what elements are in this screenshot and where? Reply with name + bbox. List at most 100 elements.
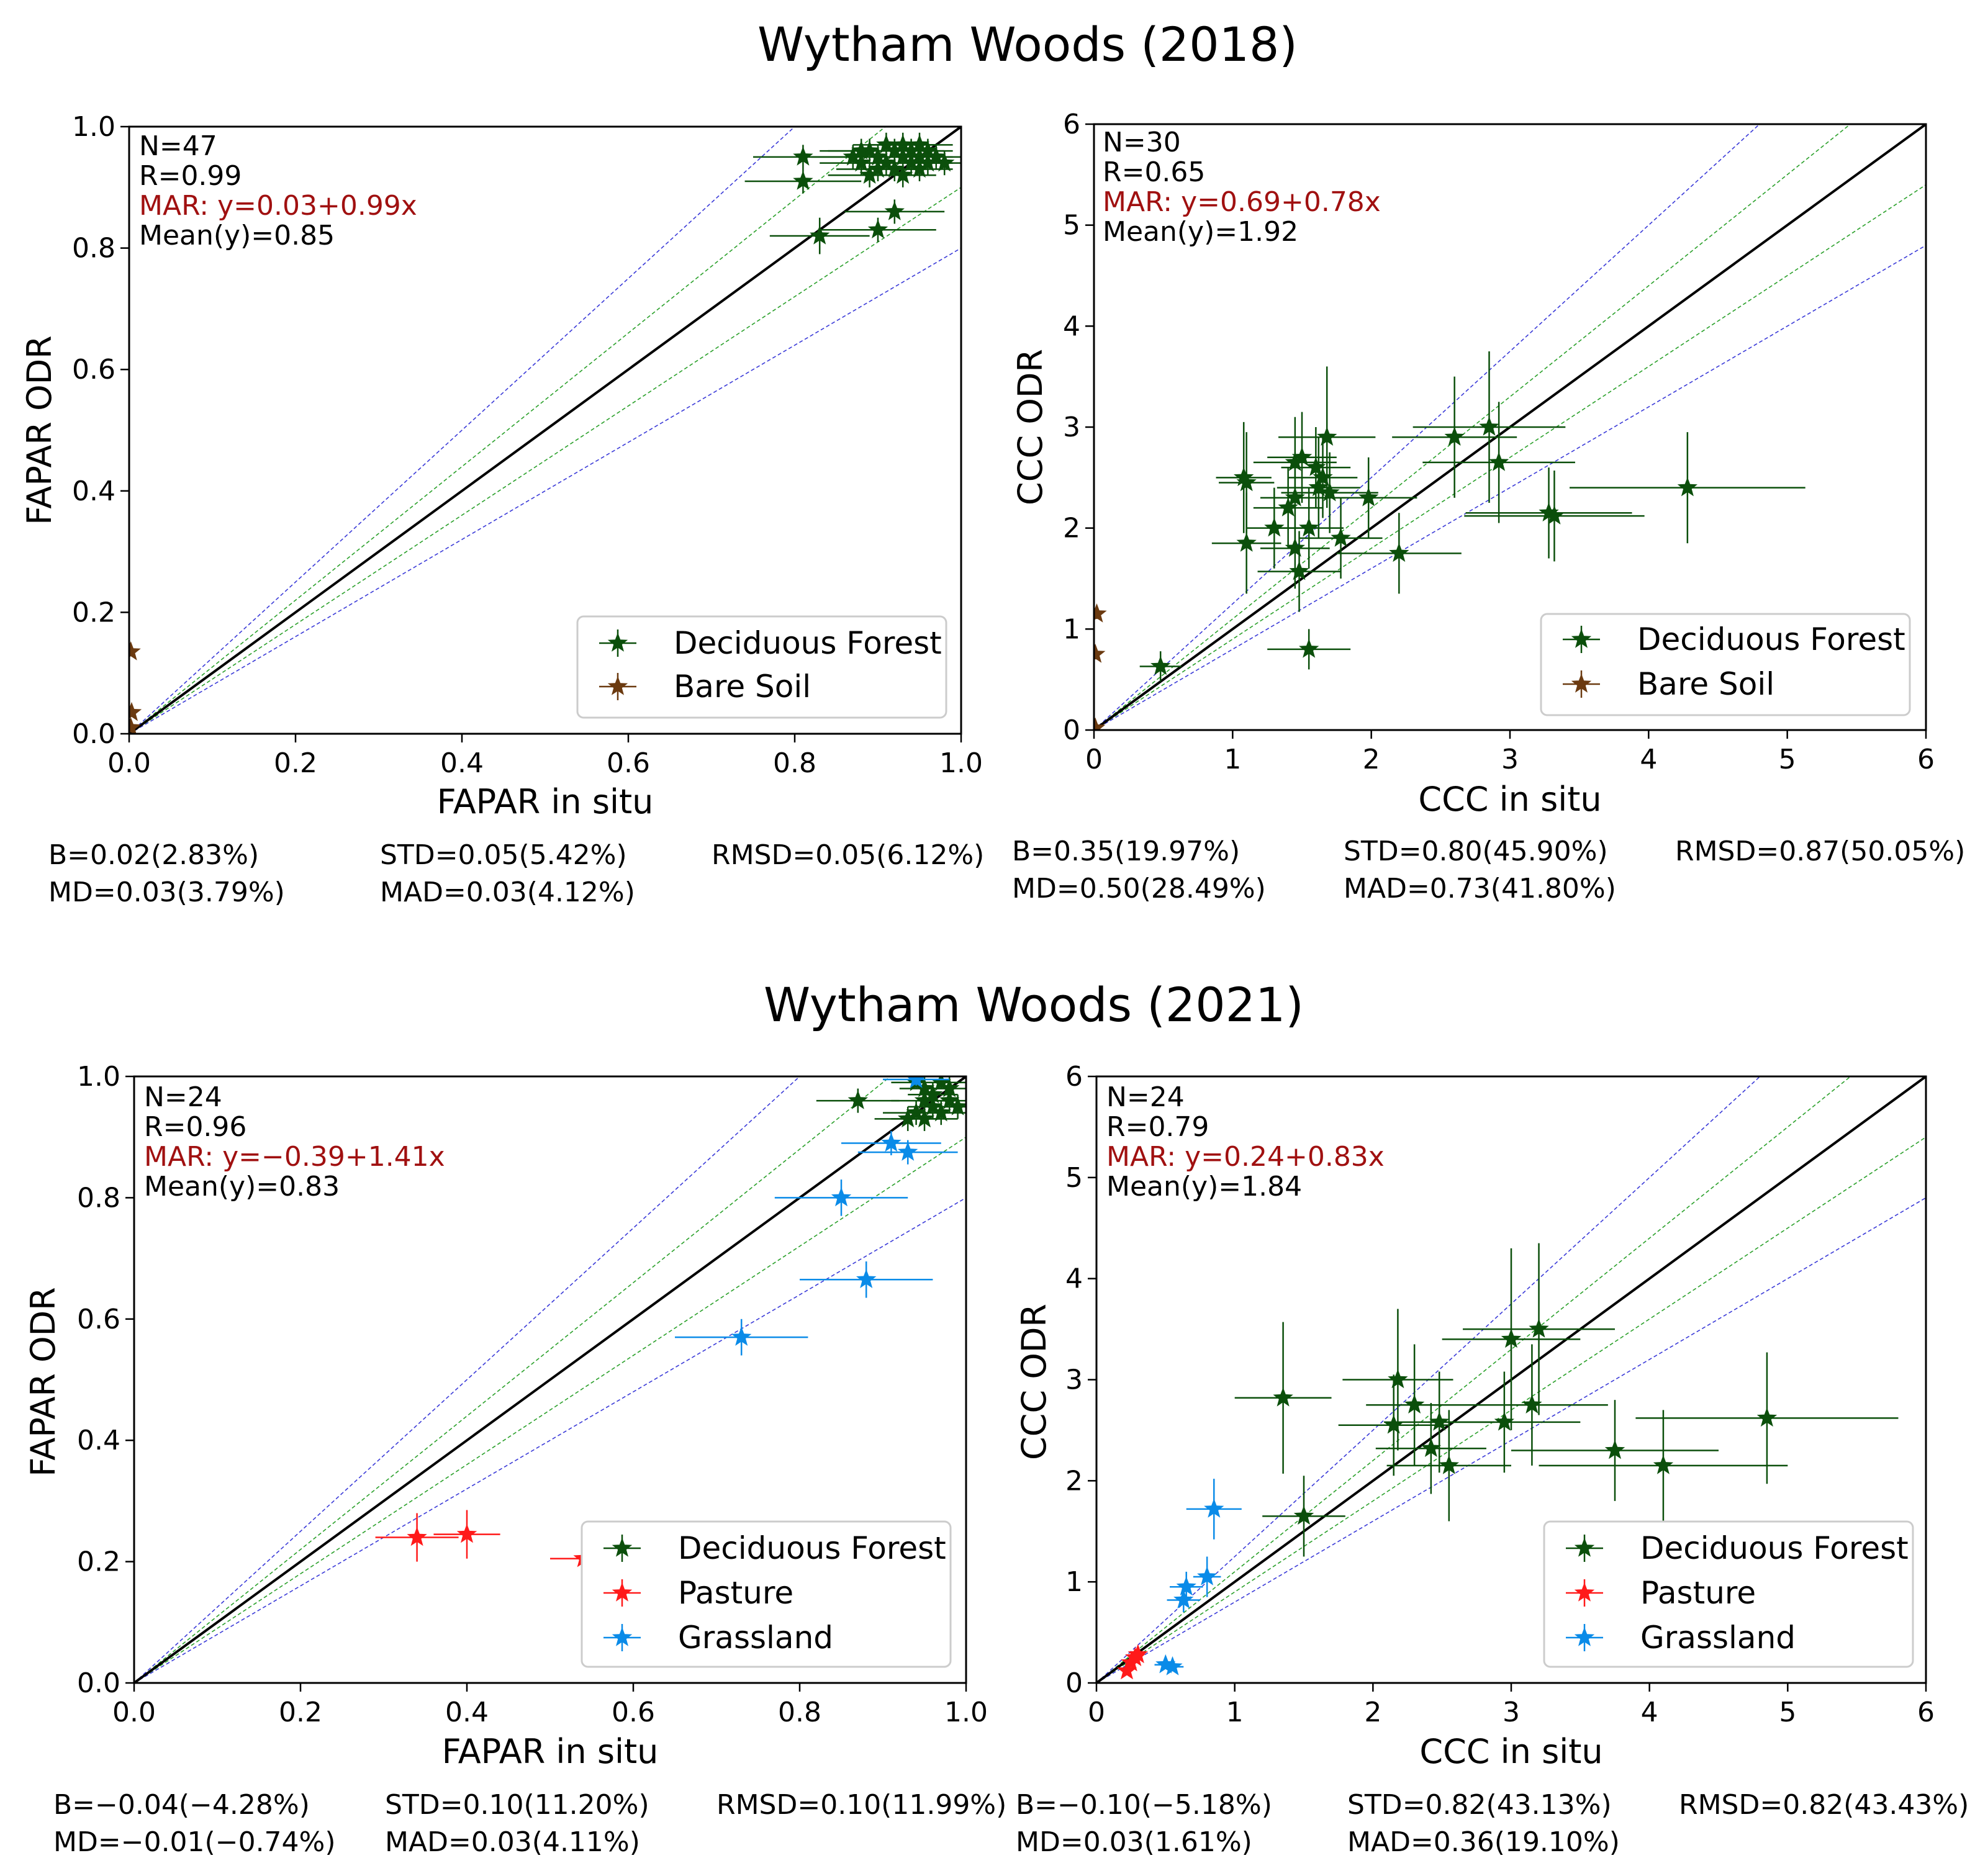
panel-2-series-2-point-4 [857, 1140, 958, 1165]
panel-1-series-0-point-13 [1281, 452, 1378, 533]
panel-3-lower-blue-line [1096, 1197, 1926, 1683]
panel-2-upper-green-line [134, 1076, 892, 1683]
title-2018: Wytham Woods (2018) [757, 17, 1298, 72]
star-marker [1289, 561, 1309, 580]
panel-3-stat-rmsd: RMSD=0.82(43.43%) [1679, 1789, 1969, 1821]
star-marker [1278, 497, 1298, 516]
x-tick-label: 0.6 [612, 1697, 655, 1728]
star-marker [1176, 1576, 1196, 1596]
panel-3-series-0-point-12 [1511, 1400, 1719, 1501]
x-tick-label: 0 [1085, 744, 1103, 775]
panel-2-n: N=24 [144, 1081, 222, 1113]
star-marker [1285, 487, 1305, 507]
panel-0-r: R=0.99 [139, 160, 242, 192]
panel-0-frame [128, 125, 962, 735]
panel-1-lower-green-line [1094, 184, 1926, 730]
star-marker [859, 165, 880, 184]
y-tick-label: 0.4 [77, 1425, 120, 1456]
star-marker [876, 134, 897, 154]
star-marker [1299, 517, 1319, 537]
panel-1-stat-b: B=0.35(19.97%) [1012, 836, 1240, 867]
panel-1-lower-blue-line [1094, 245, 1926, 730]
panel-2-mean: Mean(y)=0.83 [144, 1171, 340, 1202]
panel-1-legend: Deciduous Forest Bare Soil [1540, 613, 1911, 716]
panel-3-mean: Mean(y)=1.84 [1106, 1171, 1302, 1202]
star-marker [1421, 1438, 1441, 1457]
panel-2-legend-pasture: Pasture [678, 1575, 793, 1611]
panel-0-legend-marker-deciduous [599, 629, 636, 657]
y-tick-label: 4 [1065, 1263, 1083, 1295]
panel-1-series-0-point-24 [1253, 467, 1323, 549]
panel-2-series-0-point-0 [816, 1088, 900, 1113]
panel-0-upper-green-line [129, 127, 887, 734]
star-marker [1285, 538, 1305, 557]
y-tick-label: 1.0 [77, 1061, 120, 1093]
x-tick-label: 0.8 [778, 1697, 821, 1728]
panel-2-one-to-one-line [134, 1076, 966, 1683]
x-tick-label: 3 [1503, 1697, 1520, 1728]
panel-3-series-0-point-11 [1463, 1243, 1615, 1415]
x-tick-label: 5 [1779, 1697, 1796, 1728]
panel-1-n: N=30 [1103, 127, 1181, 158]
panel-fapar-2018: 0.0 0.2 0.4 0.6 0.8 1.0 0.0 0.2 0.4 0.6 0.8 1.0 FAP… [20, 111, 984, 908]
star-marker [1150, 656, 1171, 675]
panel-1-stat-mad: MAD=0.73(41.80%) [1344, 873, 1616, 904]
panel-0-series-0-point-23 [920, 151, 961, 176]
x-tick-label: 0.6 [607, 747, 650, 779]
panel-3-series-2-point-1 [1161, 1656, 1184, 1675]
x-tick-label: 0.4 [440, 747, 484, 779]
star-marker [1389, 543, 1409, 562]
panel-2-legend-deciduous: Deciduous Forest [678, 1530, 946, 1566]
y-tick-label: 0.2 [72, 597, 115, 628]
panel-1-series-1-point-0 [1094, 603, 1107, 623]
panel-2-stat-rmsd: RMSD=0.10(11.99%) [716, 1789, 1006, 1821]
panel-3-series-0-point-1 [1262, 1476, 1345, 1557]
star-marker [810, 225, 830, 245]
panel-0-ticks: 0.0 0.2 0.4 0.6 0.8 1.0 0.0 0.2 0.4 0.6 0.8 1.0 [72, 111, 983, 779]
y-tick-label: 5 [1065, 1162, 1083, 1194]
x-tick-label: 0.8 [773, 747, 816, 779]
panel-1-series-0-point-17 [1392, 376, 1517, 498]
panel-2-series-0-point-13 [891, 1106, 958, 1131]
star-marker [934, 152, 955, 172]
panel-1-mar: MAR: y=0.69+0.78x [1103, 186, 1381, 218]
x-tick-label: 0.2 [279, 1697, 322, 1728]
y-tick-label: 3 [1063, 412, 1080, 443]
legend-star [607, 676, 628, 695]
panel-0-series-0-point-3 [820, 217, 936, 242]
panel-1-series-1-point-1 [1094, 644, 1106, 663]
star-marker [1388, 1369, 1408, 1389]
panel-2-series-0-point-10 [933, 1094, 966, 1119]
y-tick-label: 0 [1063, 715, 1080, 746]
panel-1-points [1094, 351, 1806, 730]
panel-2-frame [133, 1075, 967, 1684]
panel-3-ticks: 0 1 2 3 4 5 6 0 1 2 3 4 5 6 [1065, 1061, 1935, 1728]
panel-1-legend-box [1540, 613, 1911, 716]
y-tick-label: 5 [1063, 210, 1080, 241]
panel-1-series-0-point-0 [1139, 651, 1182, 682]
star-marker [1319, 482, 1340, 502]
panel-1-stat-rmsd: RMSD=0.87(50.05%) [1675, 836, 1965, 867]
star-marker [1479, 417, 1499, 436]
panel-3-mar: MAR: y=0.24+0.83x [1106, 1141, 1385, 1173]
star-marker [1236, 533, 1257, 552]
panel-0-lower-green-line [129, 187, 961, 734]
panel-1-series-0-point-1 [1216, 422, 1272, 533]
x-tick-label: 6 [1917, 1697, 1935, 1728]
y-tick-label: 1.0 [72, 111, 115, 143]
panel-3-series-0-point-14 [1635, 1352, 1899, 1484]
panel-3-stat-md: MD=0.03(1.61%) [1016, 1826, 1252, 1858]
panel-3-legend-grassland: Grassland [1640, 1620, 1796, 1656]
star-marker [793, 171, 813, 190]
star-marker [884, 201, 905, 220]
panel-1-series-0-point-14 [1299, 497, 1383, 579]
panel-1-series-0-point-21 [1464, 470, 1645, 562]
star-marker [867, 158, 888, 178]
star-marker [1331, 527, 1351, 547]
panel-1-series-0-point-8 [1257, 531, 1341, 612]
panel-1-upper-blue-line [1094, 124, 1761, 730]
panel-1-series-0-point-16 [1336, 513, 1462, 594]
panel-3-series-0-point-4 [1366, 1344, 1463, 1466]
y-tick-label: 0.6 [77, 1304, 120, 1335]
panel-1-series-0-point-10 [1281, 427, 1351, 508]
